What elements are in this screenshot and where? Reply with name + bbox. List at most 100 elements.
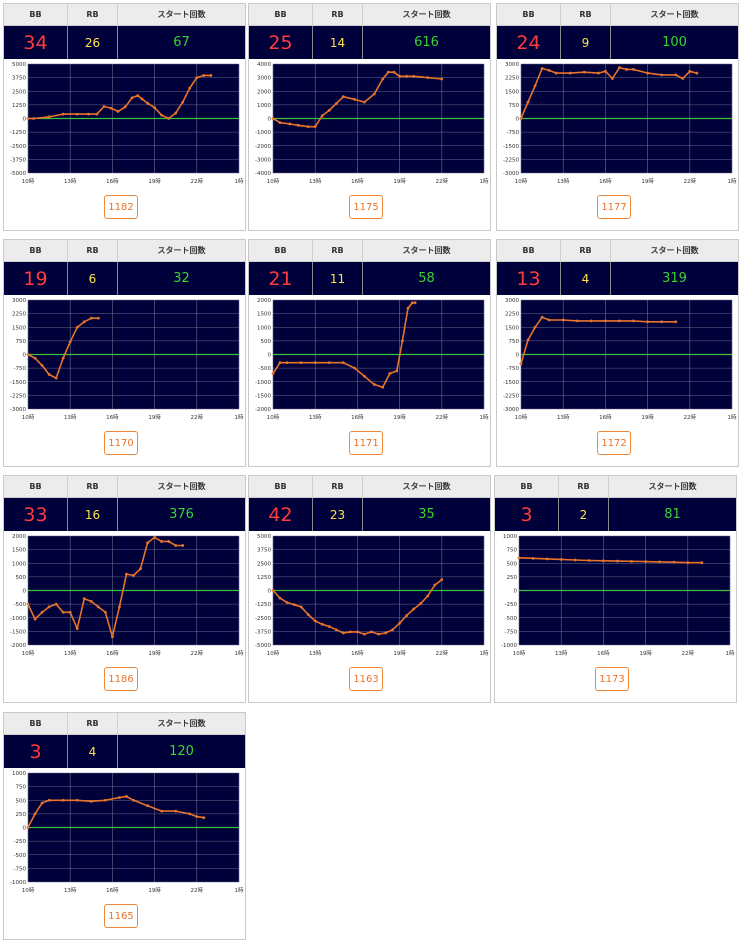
data-point: [596, 71, 600, 75]
data-point: [26, 602, 30, 606]
rb-count: 16: [68, 498, 118, 531]
x-tick-label: 22時: [682, 649, 695, 657]
x-tick-label: 13時: [64, 886, 77, 894]
data-point: [167, 540, 171, 543]
data-point: [341, 631, 345, 635]
start-count: 376: [118, 498, 245, 531]
data-point: [660, 320, 664, 324]
machine-number-button[interactable]: 1173: [595, 667, 629, 691]
y-tick-label: 1500: [12, 325, 26, 331]
y-tick-label: 1000: [12, 771, 26, 777]
x-tick-label: 13時: [557, 177, 570, 185]
y-tick-label: 0: [268, 353, 272, 359]
bb-value: 13: [516, 267, 541, 290]
machine-number-button[interactable]: 1172: [597, 431, 631, 455]
x-tick-label: 1時: [728, 413, 737, 421]
x-tick-label: 10時: [267, 413, 280, 421]
data-point: [209, 74, 213, 77]
data-point: [132, 574, 135, 577]
start-value: 35: [418, 507, 435, 522]
data-point: [604, 319, 607, 323]
slump-graph: 5000 3750 2500 1250 0 -1250 -2500 -3750 -500010時…: [255, 534, 489, 657]
start-value: 319: [662, 271, 687, 286]
data-point: [146, 541, 149, 545]
data-point: [398, 74, 401, 78]
data-point: [646, 320, 649, 324]
card-values: 33 16 376: [4, 498, 245, 531]
y-tick-label: -3000: [503, 171, 519, 177]
data-point: [89, 316, 93, 320]
data-point: [26, 117, 30, 120]
x-tick-label: 19時: [148, 886, 161, 894]
data-point: [160, 113, 164, 117]
rb-count: 4: [561, 262, 611, 295]
data-point: [587, 559, 591, 562]
y-tick-label: -500: [259, 366, 272, 372]
y-tick-label: -5000: [10, 171, 26, 177]
data-point: [278, 121, 282, 124]
data-point: [75, 627, 79, 631]
start-count-header: スタート回数: [157, 719, 206, 728]
x-tick-label: 19時: [148, 649, 161, 657]
start-value: 616: [414, 35, 439, 50]
y-tick-label: -2250: [503, 393, 519, 399]
card-values: 19 6 32: [4, 262, 245, 295]
bb-header: BB: [249, 240, 313, 261]
data-point: [426, 76, 430, 80]
data-point: [412, 74, 416, 78]
machine-number-button[interactable]: 1165: [104, 904, 138, 928]
x-tick-label: 16時: [351, 649, 364, 657]
data-point: [618, 319, 621, 323]
rb-count: 11: [313, 262, 363, 295]
rb-header: RB: [68, 4, 118, 25]
machine-number-button[interactable]: 1182: [104, 195, 138, 219]
data-point: [412, 607, 416, 611]
data-point: [353, 98, 356, 101]
machine-number-button[interactable]: 1170: [104, 431, 138, 455]
data-point: [125, 795, 128, 798]
y-tick-label: -2000: [255, 407, 271, 413]
data-point: [348, 630, 352, 634]
data-point: [410, 301, 414, 305]
machine-number-button[interactable]: 1163: [349, 667, 383, 691]
x-tick-label: 16時: [106, 649, 119, 657]
data-point: [40, 364, 44, 367]
y-tick-label: -1500: [503, 144, 519, 150]
series-line: [518, 557, 702, 564]
y-tick-label: -3750: [10, 157, 26, 163]
x-tick-label: 13時: [555, 649, 568, 657]
data-point: [33, 617, 37, 621]
x-tick-label: 19時: [393, 413, 406, 421]
x-tick-label: 10時: [513, 649, 526, 657]
x-tick-label: 19時: [393, 177, 406, 185]
y-tick-label: 1000: [257, 325, 271, 331]
data-point: [160, 809, 164, 813]
x-tick-label: 10時: [515, 177, 528, 185]
data-point: [531, 556, 535, 560]
x-tick-label: 13時: [557, 413, 570, 421]
machine-card: BB RB スタート回数 42 23 35 5000 3750 2500 1250 0 -1250 -2…: [248, 475, 491, 703]
y-tick-label: 3000: [505, 62, 519, 68]
data-point: [391, 628, 394, 632]
y-tick-label: -1000: [10, 616, 26, 622]
data-point: [540, 315, 544, 319]
start-count: 58: [363, 262, 490, 295]
x-tick-label: 16時: [106, 177, 119, 185]
y-tick-label: -2500: [10, 144, 26, 150]
y-tick-label: -250: [14, 839, 27, 845]
start-count: 100: [611, 26, 738, 59]
machine-number-button[interactable]: 1175: [349, 195, 383, 219]
machine-number-button[interactable]: 1186: [104, 667, 138, 691]
machine-number-button[interactable]: 1177: [597, 195, 631, 219]
y-tick-label: -1500: [10, 380, 26, 386]
start-count-header: スタート回数: [157, 10, 206, 19]
data-point: [341, 361, 345, 365]
data-point: [167, 117, 171, 120]
y-tick-label: 1250: [257, 575, 271, 581]
y-tick-label: 1500: [505, 325, 519, 331]
data-point: [299, 361, 303, 365]
data-point: [658, 560, 662, 564]
machine-number-button[interactable]: 1171: [349, 431, 383, 455]
